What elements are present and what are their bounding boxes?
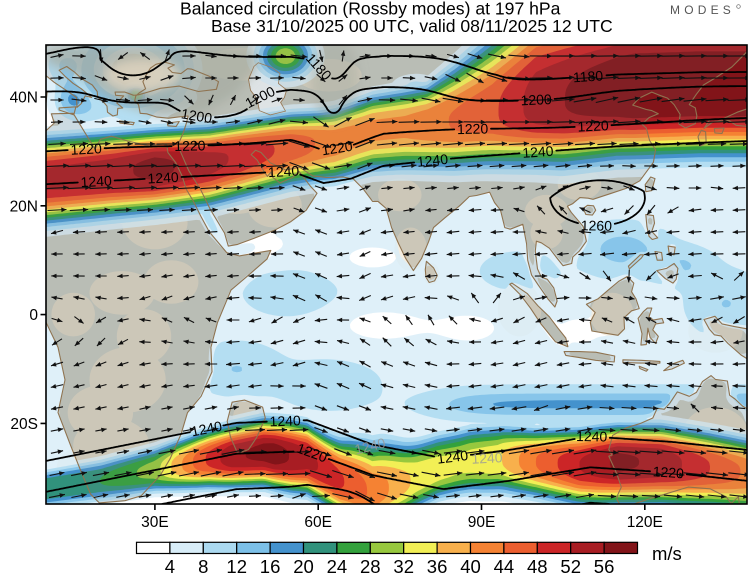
- svg-text:40N: 40N: [10, 90, 38, 107]
- svg-text:4: 4: [165, 556, 175, 574]
- svg-text:1240: 1240: [147, 169, 179, 187]
- svg-text:1220: 1220: [70, 140, 102, 158]
- svg-text:1240: 1240: [353, 434, 387, 457]
- svg-text:24: 24: [327, 556, 348, 574]
- svg-text:12: 12: [226, 556, 247, 574]
- svg-text:MODES: MODES: [670, 3, 735, 17]
- svg-text:8: 8: [198, 556, 208, 574]
- svg-text:1240: 1240: [522, 143, 554, 161]
- svg-text:1220: 1220: [457, 121, 489, 138]
- svg-text:1220: 1220: [577, 117, 609, 134]
- svg-text:1240: 1240: [576, 428, 608, 444]
- svg-text:1200: 1200: [520, 91, 552, 108]
- svg-text:1240: 1240: [80, 172, 112, 190]
- svg-text:60E: 60E: [304, 514, 332, 531]
- svg-text:16: 16: [260, 556, 281, 574]
- svg-text:56: 56: [594, 556, 615, 574]
- svg-text:1240: 1240: [471, 449, 503, 467]
- svg-text:1220: 1220: [652, 463, 684, 481]
- svg-text:1200: 1200: [180, 105, 214, 126]
- svg-text:1220: 1220: [174, 137, 206, 154]
- svg-text:Balanced circulation (Rossby m: Balanced circulation (Rossby modes) at 1…: [180, 0, 561, 19]
- svg-text:90E: 90E: [468, 514, 496, 531]
- svg-text:Base 31/10/2025 00 UTC, valid: Base 31/10/2025 00 UTC, valid 08/11/2025…: [211, 16, 613, 36]
- svg-text:20N: 20N: [10, 198, 38, 215]
- svg-text:1240: 1240: [436, 447, 469, 467]
- svg-text:1240: 1240: [269, 412, 301, 429]
- svg-text:28: 28: [360, 556, 381, 574]
- svg-text:1240: 1240: [416, 151, 449, 170]
- svg-text:1260: 1260: [581, 217, 613, 234]
- svg-text:1220: 1220: [320, 138, 353, 159]
- svg-text:120E: 120E: [627, 514, 663, 531]
- svg-text:20S: 20S: [10, 416, 38, 433]
- svg-text:m/s: m/s: [652, 543, 682, 564]
- svg-text:40: 40: [460, 556, 481, 574]
- svg-text:0: 0: [29, 307, 38, 324]
- svg-text:1240: 1240: [190, 418, 224, 440]
- svg-text:1180: 1180: [573, 67, 604, 85]
- svg-text:1240: 1240: [268, 162, 300, 180]
- svg-text:36: 36: [427, 556, 448, 574]
- svg-text:20: 20: [293, 556, 314, 574]
- svg-text:48: 48: [527, 556, 548, 574]
- svg-text:32: 32: [393, 556, 414, 574]
- svg-text:52: 52: [560, 556, 581, 574]
- svg-text:44: 44: [494, 556, 515, 574]
- svg-text:30E: 30E: [141, 514, 169, 531]
